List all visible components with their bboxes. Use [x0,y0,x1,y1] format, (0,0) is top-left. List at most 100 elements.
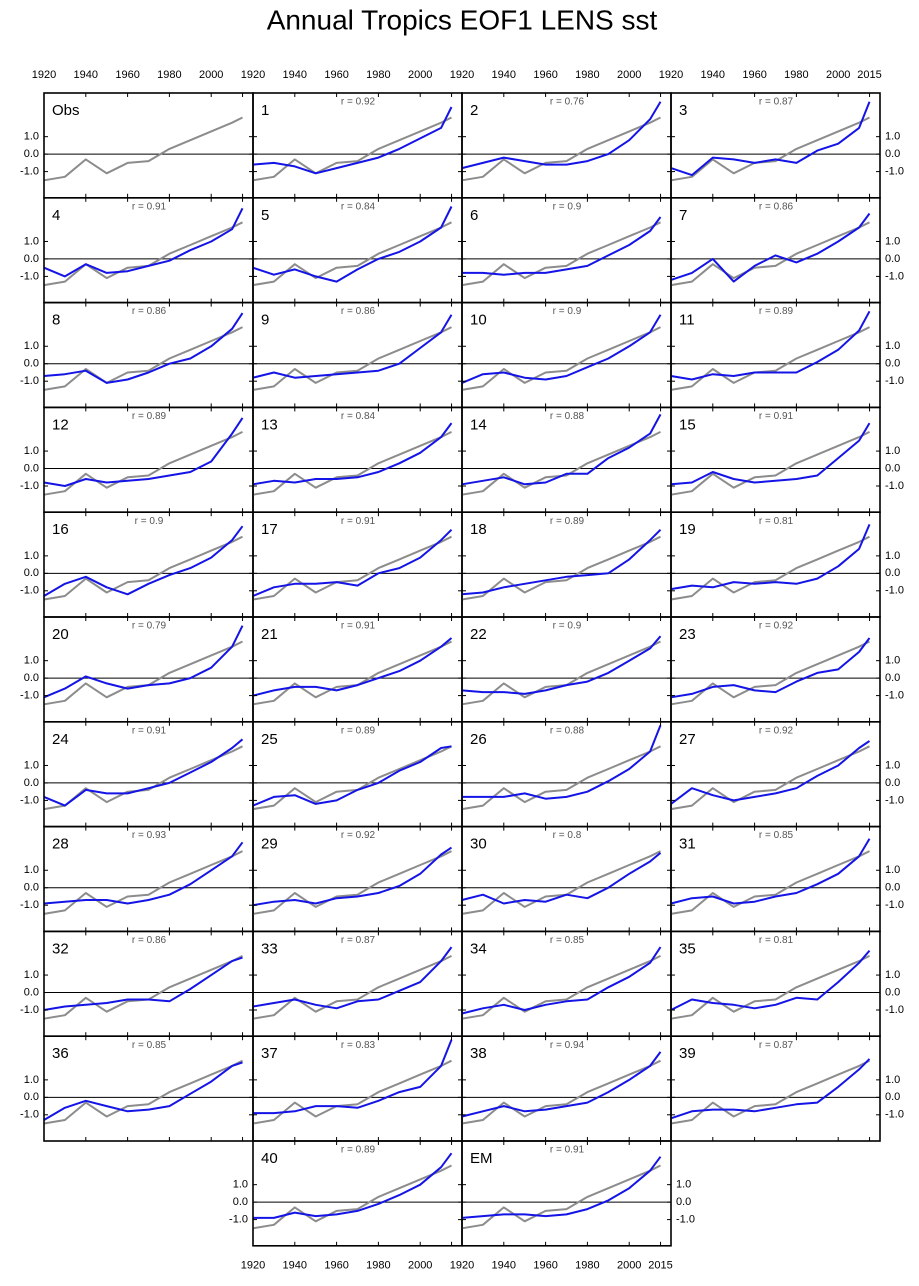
model-line [670,637,871,699]
panel-frame [670,301,881,409]
panel-label: 27 [679,731,696,748]
y-tick-label: 1.0 [24,340,39,352]
panel-frame [252,92,463,199]
panel-label: 12 [52,416,69,433]
y-tick-label: -1.0 [885,585,904,597]
y-tick-label: 0.0 [885,567,900,579]
r-label: r = 0.83 [341,1040,376,1051]
model-line [43,525,244,597]
panel-label: 36 [52,1045,69,1062]
y-tick-label: -1.0 [20,1109,39,1121]
r-label: r = 0.87 [759,1040,794,1051]
obs-line [43,850,243,915]
x-tick-label: 1960 [742,69,766,81]
y-tick-label: 1.0 [885,131,900,143]
obs-line [461,1164,661,1230]
x-tick-label: 1980 [157,69,181,81]
y-tick-label: 1.0 [885,655,900,667]
y-tick-label: 1.0 [24,1074,39,1086]
y-tick-label: 1.0 [24,655,39,667]
panel-label: 10 [470,312,487,329]
y-tick-label: 0.0 [24,882,39,894]
y-tick-label: -1.0 [885,690,904,702]
panel-frame [670,930,881,1038]
panel-label: 16 [52,521,69,538]
y-tick-label: -1.0 [676,1214,695,1226]
obs-line [43,221,243,287]
y-tick-label: 1.0 [24,131,39,143]
obs-line [252,116,452,182]
model-line [670,949,871,1011]
x-tick-label: 2015 [857,69,881,81]
x-tick-label: 1940 [701,69,725,81]
panel-label: 26 [470,731,487,748]
y-tick-label: 0.0 [885,882,900,894]
obs-line [252,955,452,1020]
obs-line [252,745,452,811]
y-tick-label: 1.0 [233,1179,248,1191]
panel-label: 15 [679,416,696,433]
panel-frame [252,825,463,933]
r-label: r = 0.91 [132,725,167,736]
r-label: r = 0.79 [132,621,167,632]
panel-label: 5 [261,207,269,224]
panel-frame [670,616,881,723]
panel-label: 8 [52,312,60,329]
panel-label: EM [470,1150,493,1167]
panel-frame [461,825,672,933]
obs-line [43,535,243,601]
panel-frame [461,406,672,513]
obs-line [43,116,243,182]
panel-label: 11 [679,312,695,329]
panel-label: 4 [52,207,60,224]
r-label: r = 0.81 [759,516,794,527]
obs-line [461,431,661,496]
y-tick-label: -1.0 [20,166,39,178]
model-line [670,524,871,591]
y-tick-label: -1.0 [20,480,39,492]
y-tick-label: 1.0 [885,445,900,457]
y-tick-label: 1.0 [885,864,900,876]
obs-line [461,326,661,391]
x-tick-label: 1940 [74,69,98,81]
r-label: r = 0.86 [132,306,167,317]
panel-label: 20 [52,626,69,643]
r-label: r = 0.85 [759,830,794,841]
y-tick-label: 0.0 [885,672,900,684]
x-tick-label: 1920 [241,1260,265,1272]
panel-label: 23 [679,626,696,643]
r-label: r = 0.88 [550,725,585,736]
r-label: r = 0.87 [341,935,376,946]
model-line [461,1051,662,1118]
model-line [252,846,453,907]
model-line [461,528,662,596]
x-tick-label: 1980 [575,69,599,81]
model-line [670,212,871,283]
x-tick-label: 2000 [408,1260,432,1272]
panel-label: 28 [52,836,69,853]
x-tick-label: 1920 [450,69,474,81]
model-line [461,635,662,695]
y-tick-label: 1.0 [885,235,900,247]
r-label: r = 0.9 [553,201,582,212]
panel-frame [461,197,672,304]
model-line [43,417,244,487]
r-label: r = 0.9 [553,306,582,317]
model-line [43,956,243,1011]
obs-line [670,221,870,287]
model-line [670,838,871,905]
y-tick-label: 0.0 [885,148,900,160]
model-line [43,207,244,278]
panel-frame [461,301,672,409]
obs-line [252,221,452,287]
y-tick-label: 1.0 [676,1179,691,1191]
y-tick-label: 1.0 [24,445,39,457]
y-tick-label: -1.0 [885,1109,904,1121]
x-tick-label: 1920 [659,69,683,81]
obs-line [252,1059,452,1125]
y-tick-label: -1.0 [20,270,39,282]
x-tick-label: 1960 [324,1260,348,1272]
model-line [43,625,244,699]
r-label: r = 0.92 [341,830,376,841]
panel-frame [670,720,881,828]
